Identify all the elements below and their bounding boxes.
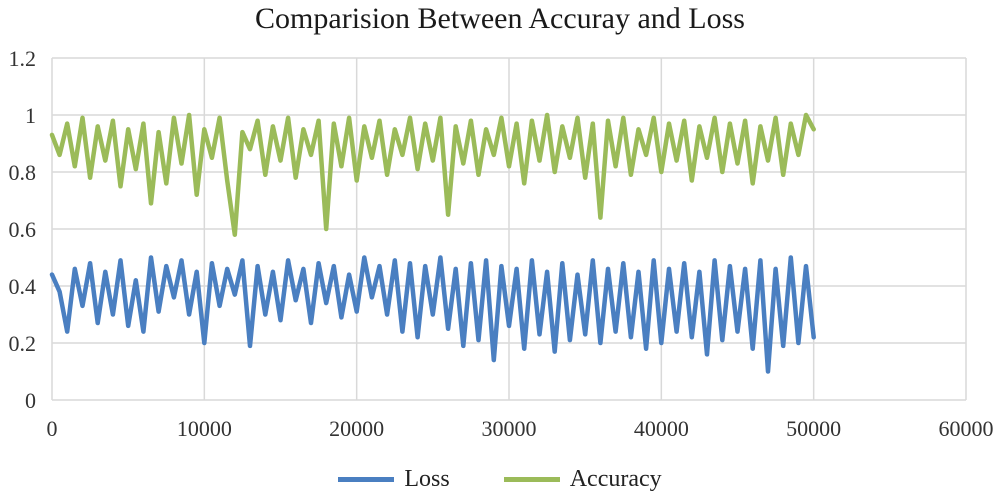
x-tick-label: 50000 [786,416,841,441]
y-tick-label: 0.8 [9,160,37,185]
legend-item-accuracy: Accuracy [503,466,662,493]
legend-swatch-loss [338,477,395,482]
series-lines [49,112,816,374]
legend-item-loss: Loss [338,466,450,493]
series-line-accuracy [49,112,816,237]
legend-label-accuracy: Accuracy [569,466,662,492]
chart-title: Comparision Between Accuray and Loss [255,2,745,35]
x-tick-label: 60000 [939,416,994,441]
legend-swatch-accuracy [503,477,560,482]
y-tick-label: 0.4 [9,274,37,299]
x-tick-label: 40000 [634,416,689,441]
y-tick-label: 1.2 [9,46,37,71]
y-tick-label: 0.6 [9,217,37,242]
x-tick-label: 10000 [177,416,232,441]
y-tick-label: 0.2 [9,331,37,356]
legend: Loss Accuracy [0,462,1000,493]
y-tick-label: 0 [25,388,36,413]
grid-lines [51,57,967,401]
x-tick-label: 30000 [482,416,537,441]
y-tick-label: 1 [25,103,36,128]
x-tick-label: 20000 [329,416,384,441]
x-tick-label: 0 [47,416,58,441]
x-axis-tick-labels: 0 10000 20000 30000 40000 50000 60000 [47,416,994,441]
y-axis-tick-labels: 0 0.2 0.4 0.6 0.8 1 1.2 [9,46,37,413]
legend-label-loss: Loss [404,466,450,492]
